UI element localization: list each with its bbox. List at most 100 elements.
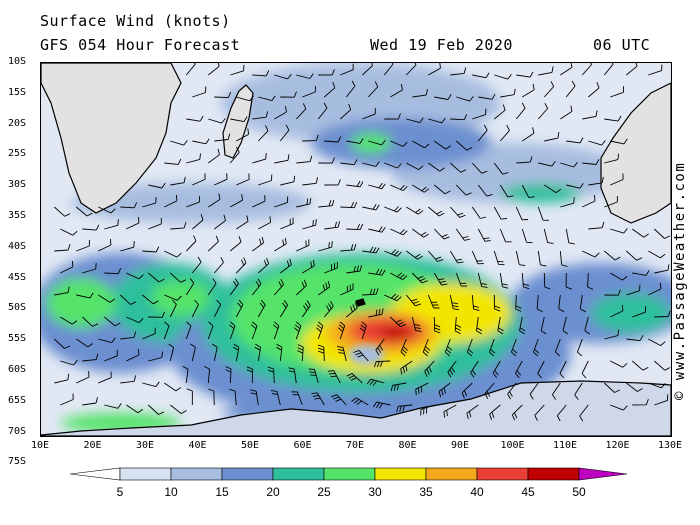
wind-barb [76,338,94,348]
wind-barb [280,175,296,186]
wind-barb [192,214,204,230]
wind-barb [340,201,358,209]
latitude-tick-label: 70S [8,425,27,437]
wind-barb [411,316,422,332]
wind-barb [340,283,354,296]
wind-barb [537,250,547,267]
wind-barb [428,162,445,172]
latitude-tick-label: 45S [8,271,27,283]
wind-barb [454,316,462,335]
wind-barb [406,162,424,170]
wind-barb [626,284,641,296]
wind-barb [185,278,195,296]
wind-barb [449,294,460,311]
wind-barb [515,206,529,221]
wind-barb [428,206,445,217]
wind-barb [390,272,408,280]
wind-barb [384,293,402,302]
wind-barb [372,401,391,409]
wind-barb [515,360,523,379]
wind-barb [302,177,319,186]
wind-barbs [53,63,671,422]
wind-barb [587,272,594,290]
wind-barb [450,114,468,121]
wind-barb [208,63,220,76]
latitude-tick-label: 10S [8,56,27,67]
wind-barb [433,316,441,334]
wind-barb [521,184,535,198]
wind-barb [515,250,526,267]
wind-barb [516,71,534,78]
wind-barb [610,228,628,234]
wind-barb [537,206,550,221]
wind-barb [302,219,317,230]
wind-barb [610,272,628,281]
wind-barb [54,286,70,296]
wind-barb [576,338,583,357]
wind-barb [428,63,441,76]
wind-barb [367,81,379,98]
wind-barb [556,404,567,422]
wind-barb [81,316,99,327]
colorbar-bin [527,467,580,481]
wind-barb [510,338,518,357]
wind-barb [296,239,310,252]
wind-barb [582,250,600,258]
wind-barb [274,154,290,164]
colorbar-tick-label: 15 [215,485,229,499]
wind-barb [346,373,363,384]
wind-barb [588,176,604,186]
wind-barb [604,289,621,296]
colorbar-bin [476,467,529,481]
wind-barb [581,360,589,379]
wind-barb [396,404,413,413]
wind-barb [257,125,269,142]
wind-barb [632,306,647,318]
wind-barb [461,382,473,399]
colorbar-low-arrow [70,467,121,481]
wind-barb [384,113,401,120]
wind-barb [353,349,369,362]
wind-barb [98,294,116,303]
wind-barb [532,338,540,357]
wind-barb [543,81,555,98]
wind-barb [316,321,324,340]
wind-barb [148,311,166,318]
wind-barb [76,239,90,252]
wind-barb [565,80,576,98]
wind-barb [340,243,357,252]
wind-barb [484,382,495,400]
wind-barb [626,335,644,342]
colorbar-bin [323,467,376,481]
wind-barb [456,96,474,102]
australia-landmass [600,82,671,224]
colorbar-tick-label: 50 [572,485,586,499]
wind-barb [489,404,501,420]
wind-barb [390,184,408,192]
longitude-tick-label: 60E [293,440,312,451]
wind-barb [373,360,391,368]
wind-barb [182,365,189,384]
wind-barb [148,182,166,189]
wind-barb [142,197,157,208]
wind-barb [119,294,137,305]
wind-barb [229,278,239,296]
wind-barb [521,272,530,290]
wind-barb [389,316,406,328]
wind-barb [270,390,281,406]
wind-barb [225,366,232,384]
wind-barb [295,279,307,296]
wind-barb [447,360,457,378]
wind-barb [384,249,402,257]
wind-barb [274,196,289,208]
wind-barb [164,382,182,392]
wind-barb [214,133,231,142]
colorbar-tick-label: 45 [521,485,535,499]
wind-barb [584,316,590,335]
wind-barb [311,392,325,406]
wind-barb [252,236,265,252]
wind-barb [566,137,584,144]
colorbar-bin [221,467,274,481]
wind-barb [296,155,313,164]
wind-barb [560,197,575,208]
